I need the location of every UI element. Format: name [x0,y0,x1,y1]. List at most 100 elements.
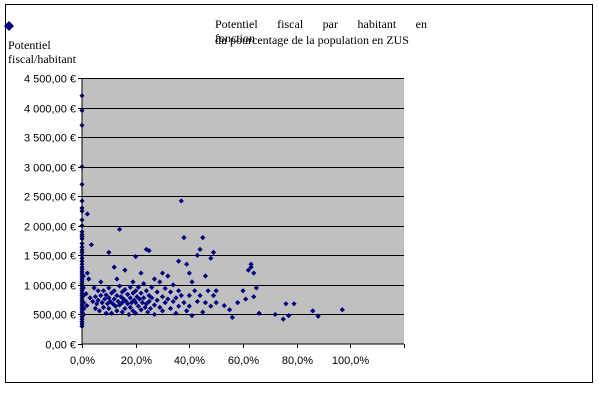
data-point [130,279,136,285]
data-point [245,267,251,273]
y-axis-label: Potentiel fiscal/habitant [8,38,76,66]
title-word: fiscal [277,17,304,31]
data-point [108,310,115,316]
data-point [186,270,192,276]
data-point [213,288,219,294]
y-tick-label: 3 000,00 € [24,163,76,175]
data-point [108,290,115,296]
data-point [84,302,90,309]
title-word: habitant [357,17,397,31]
data-point [138,290,144,296]
data-point [159,270,166,276]
data-point [122,267,128,273]
data-point [243,296,249,302]
data-point [272,311,278,318]
data-point [181,300,187,306]
data-point [122,305,128,312]
data-point [100,304,107,310]
y-axis-label-line2: fiscal/habitant [8,52,76,66]
data-point [184,261,190,267]
x-tick-label: 20,0% [121,355,152,367]
y-tick-labels: 0,00 € 500,00 € 1 000,00 € 1 500,00 € 2 000,… [24,74,82,352]
data-point [178,292,184,299]
data-point [127,295,133,301]
data-point [251,270,257,276]
data-point [130,308,136,314]
plot-area [82,78,404,344]
data-point [213,300,219,306]
data-point [138,307,144,313]
x-tick-label: 80,0% [282,355,313,367]
data-point [141,295,147,301]
data-point [81,300,87,306]
data-point [95,288,101,294]
data-point [92,305,99,312]
data-point [151,276,158,282]
data-point [165,296,171,302]
x-tick-labels: 0,0% 20,0% 40,0% 60,0% 80,0% 100,0% [70,344,405,367]
data-point [84,211,90,217]
data-point [235,300,241,306]
data-point [280,316,286,322]
data-point [100,288,107,294]
data-point [173,310,179,316]
data-point [283,301,289,307]
x-tick-label: 0,0% [70,355,95,367]
data-point [197,246,203,253]
data-point [103,292,109,298]
data-point [210,249,217,255]
data-point [184,308,190,314]
data-point [186,303,192,309]
data-point [130,290,136,296]
data-point [240,288,246,294]
data-point [135,284,141,290]
data-point [202,300,209,306]
data-point [205,288,211,294]
data-point [114,308,120,314]
data-point [176,303,182,309]
data-point [80,285,86,291]
data-point [84,270,90,276]
data-point [162,285,168,292]
data-point [176,258,182,264]
legend-marker-icon [4,21,14,31]
title-word: Potentiel [215,17,258,31]
data-point [137,296,143,302]
chart-title: Potentiel fiscal par habitant en du pour… [215,16,427,48]
data-point [159,308,166,314]
chart-title-line1: Potentiel fiscal par habitant en [215,16,427,32]
data-point [165,273,171,279]
data-point [200,309,206,315]
data-point [142,304,148,310]
data-point [90,298,96,305]
data-point [116,226,123,232]
data-point [106,305,112,312]
data-point [146,298,152,305]
data-point [119,300,125,306]
data-point [339,307,345,313]
data-point [111,288,117,294]
data-point [157,279,163,285]
data-point [146,248,152,254]
data-point [127,284,133,290]
y-tick-label: 2 500,00 € [24,192,76,204]
chart-title-line2: du pourcentage de la population en ZUS [215,33,409,47]
y-tick-label: 4 000,00 € [24,104,76,116]
data-point [133,310,139,316]
chart-title-overlap: fonction [215,31,255,45]
data-point [133,300,139,306]
data-point [116,283,123,289]
y-tick-label: 0,00 € [45,340,76,352]
data-point [86,276,92,282]
y-axis-label-line1: Potentiel [8,38,51,52]
data-point [192,288,198,294]
data-point [99,300,105,306]
data-point [256,310,262,316]
data-point [149,295,155,301]
data-point [138,270,144,276]
data-point [106,285,112,291]
data-point [248,264,254,270]
data-point [133,288,139,294]
data-point [87,295,93,301]
x-tick-label: 40,0% [174,355,205,367]
